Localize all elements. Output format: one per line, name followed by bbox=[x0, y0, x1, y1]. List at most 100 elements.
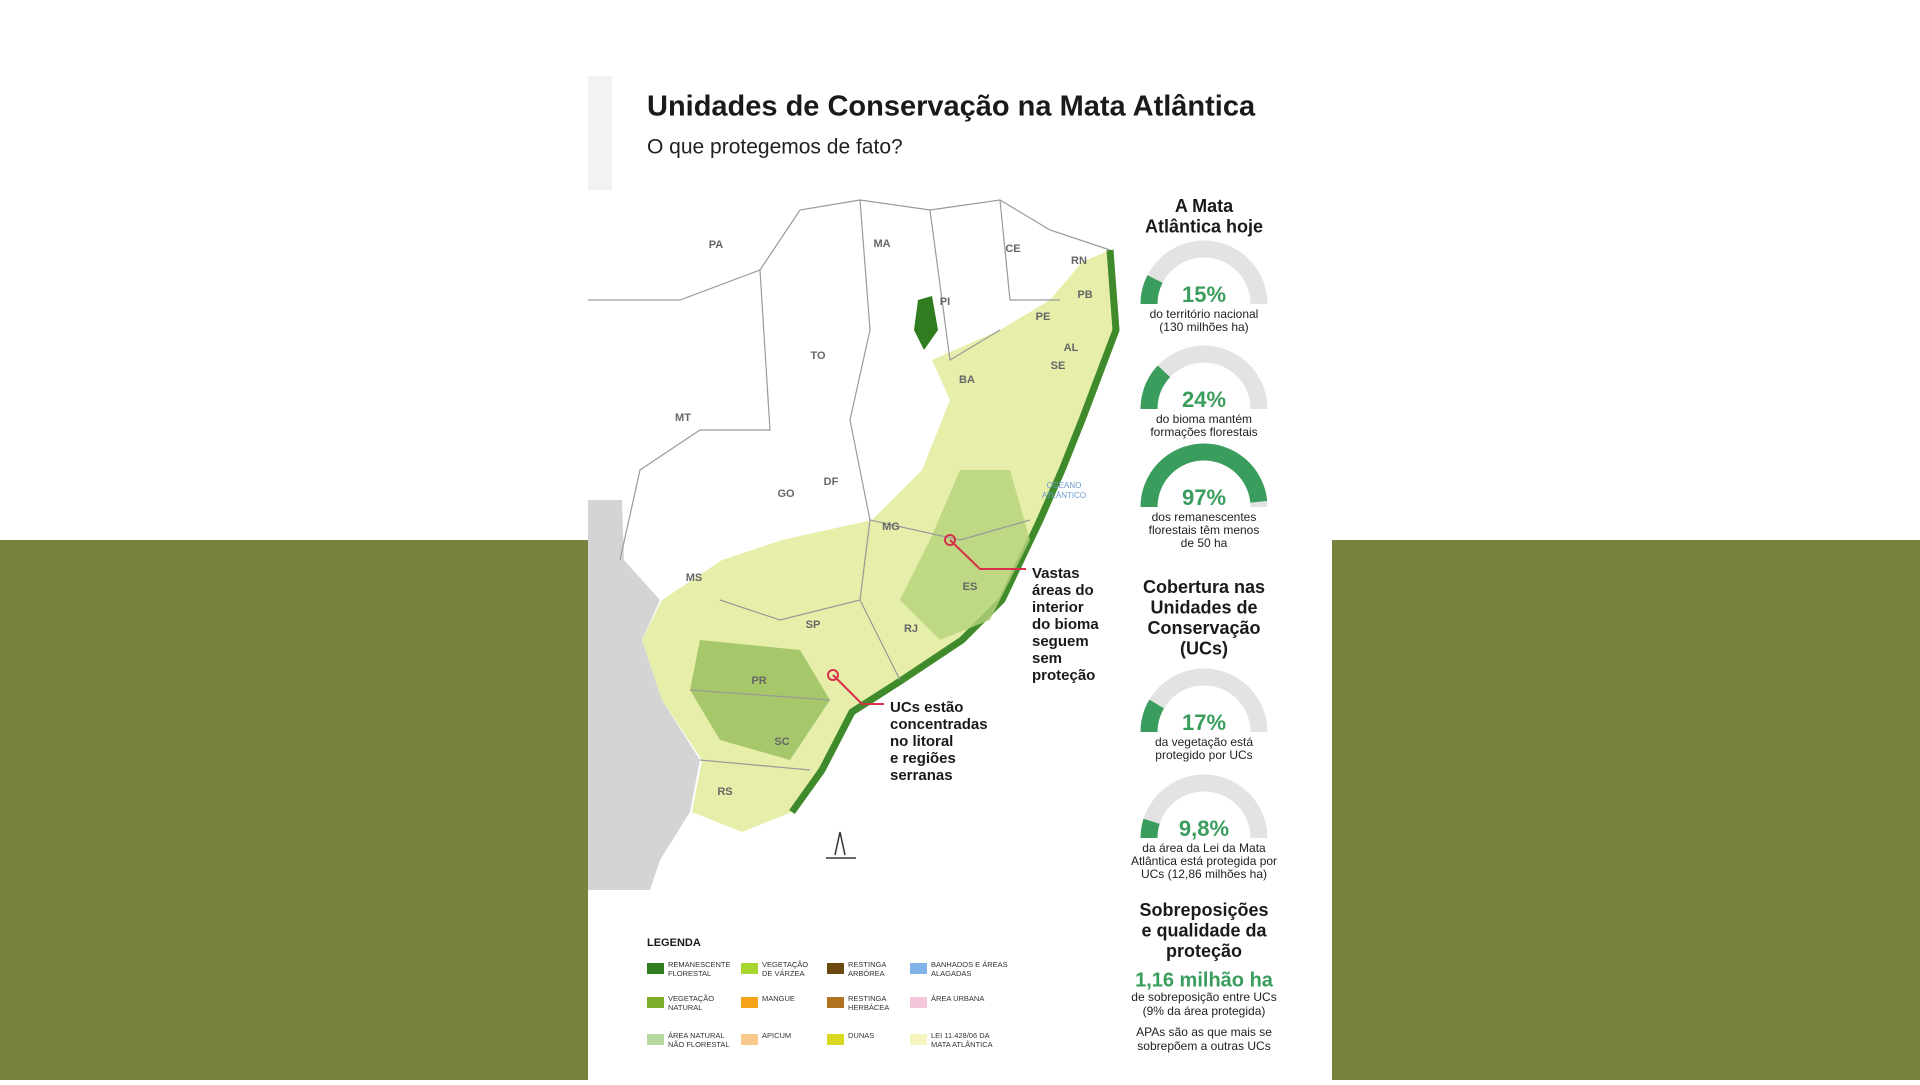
gauge-caption: do território nacional bbox=[1150, 307, 1259, 321]
gauge-value bbox=[1140, 275, 1163, 305]
legend-swatch bbox=[910, 963, 927, 974]
border bbox=[689, 689, 831, 771]
note: APAs são as que mais se bbox=[1136, 1025, 1272, 1039]
gauge-value bbox=[1140, 818, 1160, 839]
legend-label: DE VÁRZEA bbox=[762, 969, 805, 978]
legend-label: NÃO FLORESTAL bbox=[668, 1040, 730, 1049]
section-title: Atlântica hoje bbox=[1145, 216, 1263, 236]
legend-swatch bbox=[827, 997, 844, 1008]
card-strip bbox=[588, 76, 612, 190]
state-label: TO bbox=[810, 350, 826, 362]
section-title: proteção bbox=[1166, 941, 1242, 961]
legend-swatch bbox=[741, 1034, 758, 1045]
caption: (9% da área protegida) bbox=[1143, 1004, 1266, 1018]
annotation: e regiões bbox=[890, 750, 956, 767]
section-title: Cobertura nas bbox=[1143, 577, 1265, 597]
section-title: Conservação bbox=[1147, 618, 1260, 638]
gauge-caption: da vegetação está bbox=[1155, 735, 1253, 749]
legend-swatch bbox=[647, 963, 664, 974]
subtitle: O que protegemos de fato? bbox=[647, 136, 903, 159]
legend-swatch bbox=[741, 963, 758, 974]
legend-label: ALAGADAS bbox=[931, 969, 971, 978]
gauge-label: 24% bbox=[1182, 387, 1226, 412]
gauge-caption: do bioma mantém bbox=[1156, 412, 1252, 426]
gauge-label: 9,8% bbox=[1179, 816, 1229, 841]
annotation: serranas bbox=[890, 767, 953, 784]
state-label: ES bbox=[963, 581, 978, 593]
state-label: MG bbox=[882, 521, 900, 533]
gauge-caption: UCs (12,86 milhões ha) bbox=[1141, 867, 1267, 881]
state-label: GO bbox=[777, 488, 795, 500]
legend-swatch bbox=[741, 997, 758, 1008]
north-arrow bbox=[826, 831, 856, 859]
gauge-caption: dos remanescentes bbox=[1152, 510, 1257, 524]
state-label: RS bbox=[717, 786, 732, 798]
section-title: A Mata bbox=[1175, 196, 1234, 216]
legend-label: MANGUE bbox=[762, 994, 795, 1003]
gauge-label: 97% bbox=[1182, 485, 1226, 510]
section-title: Unidades de bbox=[1150, 597, 1257, 617]
legend-swatch bbox=[647, 997, 664, 1008]
state-label: PR bbox=[751, 675, 766, 687]
ocean-label: OCEANO bbox=[1047, 481, 1082, 490]
state-label: BA bbox=[959, 374, 975, 386]
annotation: sem bbox=[1032, 650, 1062, 667]
legend-label: HERBÁCEA bbox=[848, 1003, 889, 1012]
state-label: PA bbox=[709, 239, 724, 251]
section-title: Sobreposições bbox=[1139, 900, 1268, 920]
gauge-value bbox=[1140, 699, 1165, 733]
legend-title: LEGENDA bbox=[647, 937, 701, 949]
legend-label: MATA ATLÂNTICA bbox=[931, 1040, 993, 1049]
annotation: proteção bbox=[1032, 667, 1095, 684]
state-label: MA bbox=[873, 238, 890, 250]
legend-label: LEI 11.428/06 DA bbox=[931, 1031, 990, 1040]
annotation: no litoral bbox=[890, 733, 953, 750]
marker bbox=[827, 669, 839, 681]
section-title: (UCs) bbox=[1180, 638, 1228, 658]
annotation: Vastas bbox=[1032, 565, 1080, 582]
neighbor-area bbox=[588, 500, 700, 890]
forest-patch bbox=[690, 640, 830, 760]
annotation: UCs estão bbox=[890, 699, 963, 716]
state-label: CE bbox=[1005, 243, 1020, 255]
coast-forest bbox=[789, 249, 1120, 815]
leader-line bbox=[832, 674, 884, 705]
gauge-caption: Atlântica está protegida por bbox=[1131, 854, 1277, 868]
state-label: PB bbox=[1077, 289, 1092, 301]
annotation: áreas do bbox=[1032, 582, 1094, 599]
state-label: AL bbox=[1064, 342, 1079, 354]
state-label: MS bbox=[686, 572, 703, 584]
marker bbox=[944, 534, 956, 546]
caption: de sobreposição entre UCs bbox=[1131, 990, 1276, 1004]
legend-label: VEGETAÇÃO bbox=[762, 960, 808, 969]
leader-line bbox=[949, 539, 1026, 570]
legend-swatch bbox=[910, 1034, 927, 1045]
annotation: interior bbox=[1032, 599, 1084, 616]
legend-label: DUNAS bbox=[848, 1031, 874, 1040]
state-label: SC bbox=[774, 736, 789, 748]
gauge-caption: florestais têm menos bbox=[1149, 523, 1260, 537]
border bbox=[619, 269, 771, 561]
gauge-caption: protegido por UCs bbox=[1155, 748, 1252, 762]
legend-label: RESTINGA bbox=[848, 994, 886, 1003]
state-label: SE bbox=[1051, 360, 1066, 372]
gauge-caption: formações florestais bbox=[1150, 425, 1257, 439]
state-label: MT bbox=[675, 412, 691, 424]
legend-label: BANHADOS E ÁREAS bbox=[931, 960, 1008, 969]
state-label: PI bbox=[940, 296, 950, 308]
state-label: PE bbox=[1036, 311, 1051, 323]
legend-swatch bbox=[827, 963, 844, 974]
gauge-caption: da área da Lei da Mata bbox=[1142, 841, 1266, 855]
legend-label: ÁREA NATURAL bbox=[668, 1031, 725, 1040]
gauge-track bbox=[1140, 774, 1268, 839]
legend-label: ARBÓREA bbox=[848, 969, 885, 978]
highlight: 1,16 milhão ha bbox=[1135, 969, 1274, 991]
legend-swatch bbox=[647, 1034, 664, 1045]
legend-label: FLORESTAL bbox=[668, 969, 711, 978]
legend-label: APICUM bbox=[762, 1031, 791, 1040]
gauge-label: 15% bbox=[1182, 282, 1226, 307]
gauge-caption: de 50 ha bbox=[1181, 536, 1228, 550]
title: Unidades de Conservação na Mata Atlântic… bbox=[647, 91, 1256, 123]
